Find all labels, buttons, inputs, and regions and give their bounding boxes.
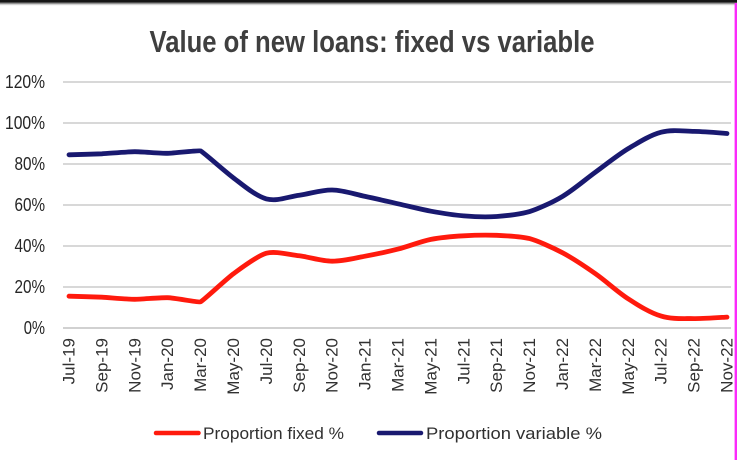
svg-text:Sep-21: Sep-21 [487, 338, 506, 393]
svg-text:Jan-22: Jan-22 [553, 338, 572, 390]
svg-text:Value of new loans: fixed vs v: Value of new loans: fixed vs variable [150, 24, 595, 59]
svg-text:Jul-19: Jul-19 [60, 338, 79, 384]
svg-text:120%: 120% [5, 72, 45, 92]
svg-text:100%: 100% [5, 113, 45, 133]
svg-text:May-22: May-22 [619, 338, 638, 395]
svg-text:Sep-22: Sep-22 [685, 338, 704, 393]
svg-text:0%: 0% [24, 318, 45, 338]
svg-text:May-20: May-20 [224, 338, 243, 395]
svg-text:Proportion fixed %: Proportion fixed % [203, 424, 344, 443]
svg-text:Jul-22: Jul-22 [652, 338, 671, 384]
svg-text:Nov-20: Nov-20 [323, 338, 342, 393]
svg-text:Jul-20: Jul-20 [257, 338, 276, 384]
svg-text:Mar-20: Mar-20 [191, 338, 210, 392]
svg-text:20%: 20% [15, 277, 46, 297]
svg-text:Nov-19: Nov-19 [125, 338, 144, 393]
svg-text:80%: 80% [15, 154, 46, 174]
svg-text:Mar-22: Mar-22 [586, 338, 605, 392]
svg-text:Mar-21: Mar-21 [389, 338, 408, 392]
svg-text:Nov-21: Nov-21 [520, 338, 539, 393]
svg-text:Proportion variable %: Proportion variable % [426, 424, 602, 443]
svg-text:60%: 60% [15, 195, 46, 215]
svg-text:40%: 40% [15, 236, 46, 256]
svg-text:May-21: May-21 [421, 338, 440, 395]
svg-text:Nov-22: Nov-22 [718, 338, 737, 393]
svg-text:Sep-20: Sep-20 [290, 338, 309, 393]
svg-text:Sep-19: Sep-19 [92, 338, 111, 393]
svg-text:Jan-20: Jan-20 [158, 338, 177, 390]
svg-text:Jul-21: Jul-21 [454, 338, 473, 384]
svg-text:Jan-21: Jan-21 [356, 338, 375, 390]
